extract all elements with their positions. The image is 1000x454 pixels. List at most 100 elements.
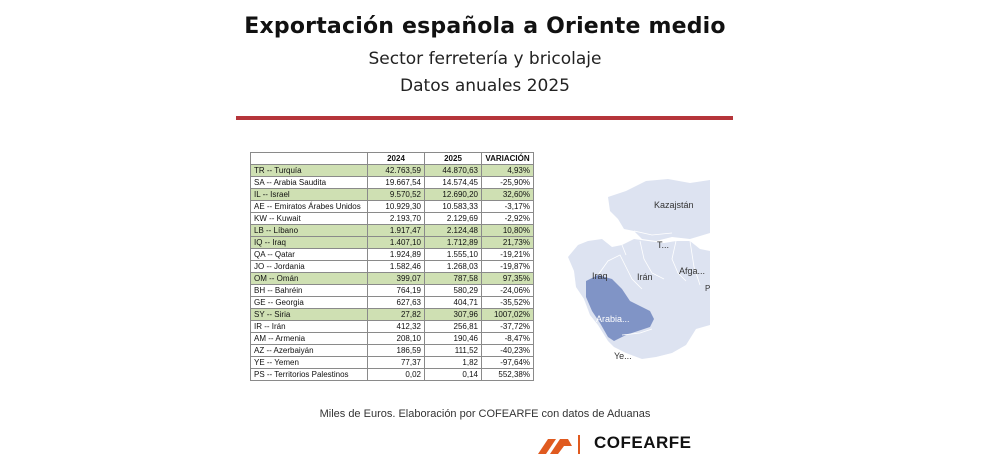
row-value-2025: 10.583,33 bbox=[424, 200, 482, 213]
row-value-2025: 1.712,89 bbox=[424, 236, 482, 249]
row-value-2024: 0,02 bbox=[367, 368, 425, 381]
row-value-2025: 2.124,48 bbox=[424, 224, 482, 237]
row-country: JO -- Jordania bbox=[250, 260, 368, 273]
row-value-2024: 19.667,54 bbox=[367, 176, 425, 189]
logo-wordmark: COFEARFE bbox=[594, 433, 692, 452]
row-country: KW -- Kuwait bbox=[250, 212, 368, 225]
export-table: 2024 2025 VARIACIÓN TR -- Turquía 42.763,… bbox=[250, 152, 534, 381]
row-country: OM -- Omán bbox=[250, 272, 368, 285]
row-country: IR -- Irán bbox=[250, 320, 368, 333]
table-row: SY -- Siria 27,82 307,96 1007,02% bbox=[250, 308, 534, 321]
row-variation: 21,73% bbox=[481, 236, 534, 249]
row-country: IL -- Israel bbox=[250, 188, 368, 201]
map-land-north bbox=[608, 179, 710, 241]
page-subtitle-period: Datos anuales 2025 bbox=[400, 76, 570, 96]
cofearfe-logo: COFEARFE bbox=[536, 432, 736, 454]
row-variation: -40,23% bbox=[481, 344, 534, 357]
row-value-2024: 1.582,46 bbox=[367, 260, 425, 273]
map-label-kazakhstan: Kazajstán bbox=[654, 200, 694, 210]
row-variation: -19,87% bbox=[481, 260, 534, 273]
row-value-2025: 580,29 bbox=[424, 284, 482, 297]
table-row: OM -- Omán 399,07 787,58 97,35% bbox=[250, 272, 534, 285]
row-country: AE -- Emiratos Árabes Unidos bbox=[250, 200, 368, 213]
table-row: LB -- Líbano 1.917,47 2.124,48 10,80% bbox=[250, 224, 534, 237]
table-row: QA -- Qatar 1.924,89 1.555,10 -19,21% bbox=[250, 248, 534, 261]
row-value-2025: 787,58 bbox=[424, 272, 482, 285]
row-variation: 552,38% bbox=[481, 368, 534, 381]
row-variation: -2,92% bbox=[481, 212, 534, 225]
row-value-2024: 399,07 bbox=[367, 272, 425, 285]
row-value-2025: 44.870,63 bbox=[424, 164, 482, 177]
row-country: LB -- Líbano bbox=[250, 224, 368, 237]
table-row: IQ -- Iraq 1.407,10 1.712,89 21,73% bbox=[250, 236, 534, 249]
row-value-2024: 77,37 bbox=[367, 356, 425, 369]
row-variation: -19,21% bbox=[481, 248, 534, 261]
table-row: PS -- Territorios Palestinos 0,02 0,14 552,… bbox=[250, 368, 534, 381]
row-country: IQ -- Iraq bbox=[250, 236, 368, 249]
row-value-2025: 190,46 bbox=[424, 332, 482, 345]
map-label-iran: Irán bbox=[637, 272, 653, 282]
row-variation: -37,72% bbox=[481, 320, 534, 333]
map-label-arabia: Arabia... bbox=[596, 314, 630, 324]
row-variation: -24,06% bbox=[481, 284, 534, 297]
row-variation: -97,64% bbox=[481, 356, 534, 369]
row-country: TR -- Turquía bbox=[250, 164, 368, 177]
row-value-2025: 14.574,45 bbox=[424, 176, 482, 189]
table-row: AM -- Armenia 208,10 190,46 -8,47% bbox=[250, 332, 534, 345]
row-value-2024: 27,82 bbox=[367, 308, 425, 321]
row-country: PS -- Territorios Palestinos bbox=[250, 368, 368, 381]
row-value-2025: 307,96 bbox=[424, 308, 482, 321]
row-value-2024: 764,19 bbox=[367, 284, 425, 297]
row-country: AM -- Armenia bbox=[250, 332, 368, 345]
table-row: IL -- Israel 9.570,52 12.690,20 32,60% bbox=[250, 188, 534, 201]
page-subtitle: Sector ferretería y bricolaje bbox=[368, 49, 602, 69]
row-variation: -3,17% bbox=[481, 200, 534, 213]
row-value-2025: 0,14 bbox=[424, 368, 482, 381]
row-variation: 97,35% bbox=[481, 272, 534, 285]
map-label-turkmenistan: T... bbox=[657, 240, 669, 250]
row-variation: 10,80% bbox=[481, 224, 534, 237]
column-header-2025: 2025 bbox=[424, 152, 482, 165]
table-row: SA -- Arabia Saudita 19.667,54 14.574,45 -2… bbox=[250, 176, 534, 189]
middle-east-map: Kazajstán T... Iraq Irán Afga... P Arabi… bbox=[568, 179, 710, 360]
row-country: SA -- Arabia Saudita bbox=[250, 176, 368, 189]
row-value-2025: 1.555,10 bbox=[424, 248, 482, 261]
table-row: GE -- Georgia 627,63 404,71 -35,52% bbox=[250, 296, 534, 309]
row-value-2024: 42.763,59 bbox=[367, 164, 425, 177]
source-footnote: Miles de Euros. Elaboración por COFEARFE… bbox=[319, 408, 651, 420]
map-label-afghanistan: Afga... bbox=[679, 266, 705, 276]
row-value-2025: 2.129,69 bbox=[424, 212, 482, 225]
map-label-yemen: Ye... bbox=[614, 351, 632, 360]
row-variation: -35,52% bbox=[481, 296, 534, 309]
table-row: AE -- Emiratos Árabes Unidos 10.929,30 10.… bbox=[250, 200, 534, 213]
page-title: Exportación española a Oriente medio bbox=[244, 14, 726, 39]
row-value-2025: 1,82 bbox=[424, 356, 482, 369]
table-body: TR -- Turquía 42.763,59 44.870,63 4,93% SA -… bbox=[250, 164, 534, 381]
table-row: KW -- Kuwait 2.193,70 2.129,69 -2,92% bbox=[250, 212, 534, 225]
map-arabia-highlight bbox=[586, 275, 654, 341]
row-variation: 32,60% bbox=[481, 188, 534, 201]
row-variation: 1007,02% bbox=[481, 308, 534, 321]
column-header-country bbox=[250, 152, 368, 165]
row-value-2025: 1.268,03 bbox=[424, 260, 482, 273]
column-header-variation: VARIACIÓN bbox=[481, 152, 534, 165]
row-value-2025: 404,71 bbox=[424, 296, 482, 309]
row-value-2024: 9.570,52 bbox=[367, 188, 425, 201]
map-borders bbox=[597, 230, 701, 336]
cofearfe-logo-mark bbox=[538, 439, 572, 454]
table-row: BH -- Bahréin 764,19 580,29 -24,06% bbox=[250, 284, 534, 297]
row-value-2024: 1.917,47 bbox=[367, 224, 425, 237]
row-value-2024: 10.929,30 bbox=[367, 200, 425, 213]
row-value-2024: 1.924,89 bbox=[367, 248, 425, 261]
table-row: TR -- Turquía 42.763,59 44.870,63 4,93% bbox=[250, 164, 534, 177]
row-country: AZ -- Azerbaiyán bbox=[250, 344, 368, 357]
column-header-2024: 2024 bbox=[367, 152, 425, 165]
row-variation: -25,90% bbox=[481, 176, 534, 189]
row-value-2025: 111,52 bbox=[424, 344, 482, 357]
row-variation: 4,93% bbox=[481, 164, 534, 177]
row-value-2024: 412,32 bbox=[367, 320, 425, 333]
header-divider bbox=[236, 116, 733, 120]
row-variation: -8,47% bbox=[481, 332, 534, 345]
table-row: AZ -- Azerbaiyán 186,59 111,52 -40,23% bbox=[250, 344, 534, 357]
row-value-2024: 1.407,10 bbox=[367, 236, 425, 249]
